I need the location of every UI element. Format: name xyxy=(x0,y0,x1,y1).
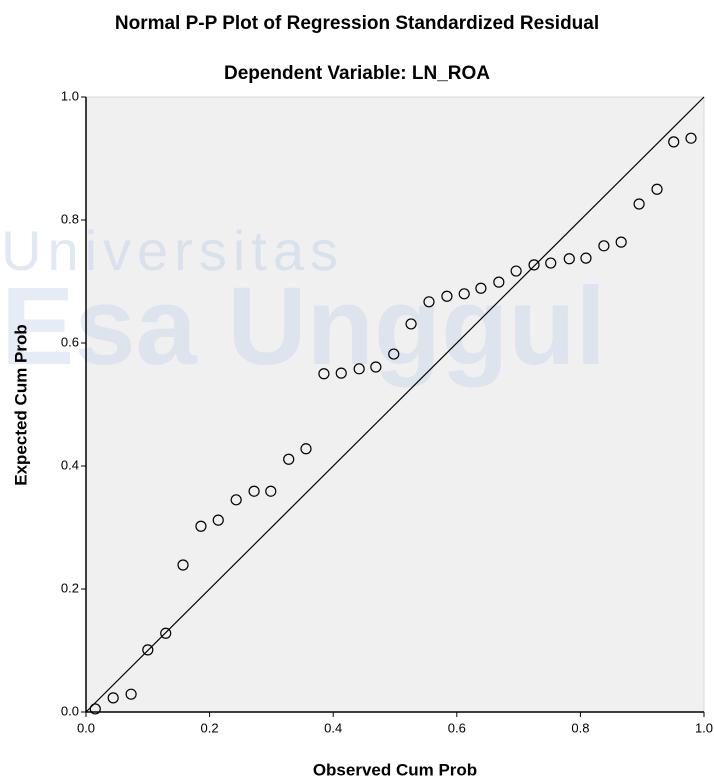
point xyxy=(125,688,137,700)
point xyxy=(265,485,277,497)
watermark: Esa Unggul xyxy=(1,265,606,388)
y-axis-label: Expected Cum Prob xyxy=(11,324,30,486)
point xyxy=(283,453,295,465)
point xyxy=(441,290,453,302)
point xyxy=(475,282,487,294)
point xyxy=(142,644,154,656)
point xyxy=(89,703,101,715)
point xyxy=(318,368,330,380)
point xyxy=(405,318,417,330)
point xyxy=(107,692,119,704)
point xyxy=(423,296,435,308)
point xyxy=(195,520,207,532)
chart-title: Normal P-P Plot of Regression Standardiz… xyxy=(115,13,599,34)
point xyxy=(388,348,400,360)
point xyxy=(458,288,470,300)
point xyxy=(335,367,347,379)
point xyxy=(248,485,260,497)
point xyxy=(510,265,522,277)
x-tick-label: 0.2 xyxy=(201,720,219,735)
point xyxy=(230,494,242,506)
x-tick-label: 0.4 xyxy=(324,720,342,735)
point xyxy=(580,252,592,264)
x-tick-label: 0.0 xyxy=(77,720,95,735)
point xyxy=(493,276,505,288)
point xyxy=(528,259,540,271)
y-tick-label: 0.0 xyxy=(61,703,79,718)
point xyxy=(370,361,382,373)
point xyxy=(300,443,312,455)
y-tick-label: 0.8 xyxy=(61,211,79,226)
watermark: Universitas xyxy=(1,219,344,282)
point xyxy=(598,240,610,252)
point xyxy=(177,559,189,571)
point xyxy=(545,257,557,269)
x-tick-label: 1.0 xyxy=(695,720,713,735)
point xyxy=(668,136,680,148)
point xyxy=(353,363,365,375)
point xyxy=(685,132,697,144)
x-tick-label: 0.8 xyxy=(571,720,589,735)
point xyxy=(651,183,663,195)
reference-line xyxy=(85,96,705,713)
point xyxy=(633,198,645,210)
chart-subtitle: Dependent Variable: LN_ROA xyxy=(224,63,490,84)
y-tick-label: 0.4 xyxy=(61,457,79,472)
x-axis-label: Observed Cum Prob xyxy=(313,760,477,779)
y-tick-label: 1.0 xyxy=(61,88,79,103)
point xyxy=(212,514,224,526)
x-tick-label: 0.6 xyxy=(448,720,466,735)
point xyxy=(615,236,627,248)
point xyxy=(563,253,575,265)
y-tick-label: 0.2 xyxy=(61,580,79,595)
point xyxy=(160,627,172,639)
y-tick-label: 0.6 xyxy=(61,334,79,349)
